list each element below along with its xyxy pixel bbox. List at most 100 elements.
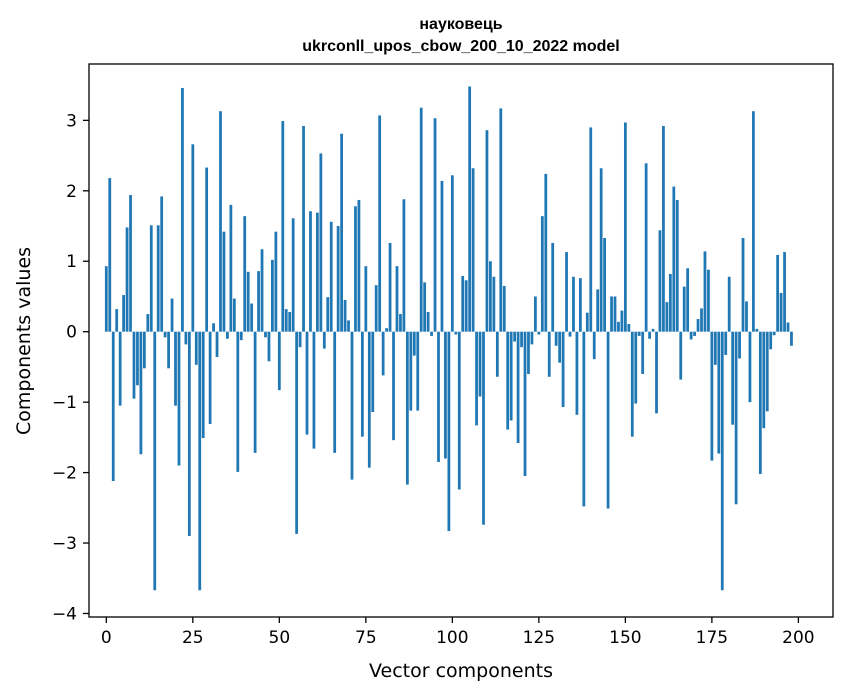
bar <box>748 331 752 403</box>
bar <box>447 331 451 532</box>
bar <box>302 125 305 332</box>
bar <box>689 331 693 340</box>
bar <box>634 331 638 404</box>
bar <box>575 331 579 415</box>
bar <box>319 153 323 332</box>
bar <box>727 276 731 332</box>
bar <box>367 331 371 468</box>
bar <box>312 331 316 449</box>
bar <box>381 331 385 376</box>
bar <box>495 331 499 377</box>
bar <box>329 221 333 332</box>
bar <box>648 331 651 339</box>
bar <box>405 331 409 485</box>
bar <box>402 199 406 332</box>
bar <box>630 331 634 437</box>
bar <box>340 133 343 332</box>
bar <box>700 308 703 332</box>
bar <box>579 278 582 332</box>
bar <box>554 331 558 346</box>
bar <box>655 331 658 414</box>
bar <box>385 328 388 332</box>
bar <box>149 225 153 332</box>
bar <box>277 331 281 391</box>
bar <box>668 273 672 332</box>
bar <box>686 268 690 332</box>
x-axis-ticks: 0 25 50 75 100 125 150 175 200 <box>101 617 815 648</box>
x-tick-label: 25 <box>182 628 204 648</box>
x-tick-label: 50 <box>269 628 291 648</box>
y-tick-label: 2 <box>66 182 77 202</box>
bar <box>482 331 485 525</box>
x-tick-label: 125 <box>523 628 555 648</box>
bar <box>720 331 724 591</box>
bar <box>395 266 399 332</box>
bar <box>502 285 506 332</box>
bar <box>516 331 520 443</box>
bar <box>350 331 354 480</box>
bar <box>665 302 669 332</box>
x-tick-label: 0 <box>101 628 112 648</box>
bar <box>333 331 337 453</box>
bar <box>129 195 132 332</box>
bar <box>118 331 122 406</box>
bar <box>371 331 375 412</box>
bar <box>257 271 260 332</box>
bar <box>357 199 361 332</box>
bar <box>260 249 264 332</box>
bar <box>125 227 129 332</box>
bar <box>426 311 430 332</box>
bar <box>291 218 295 332</box>
bar <box>606 331 610 509</box>
bar <box>440 180 444 332</box>
bar <box>170 298 174 332</box>
bar <box>762 331 766 429</box>
bar <box>745 301 748 332</box>
bar <box>322 331 326 349</box>
y-axis-ticks: −4 −3 −2 −1 0 1 2 3 <box>52 111 89 624</box>
bar <box>544 173 548 332</box>
bar <box>758 331 762 474</box>
bar <box>641 331 645 374</box>
bar <box>298 331 302 348</box>
bar <box>232 298 236 332</box>
bar <box>492 276 496 332</box>
bar <box>284 309 288 332</box>
bar <box>236 331 240 472</box>
bar <box>219 111 222 332</box>
bar <box>599 168 603 332</box>
bar <box>274 231 278 332</box>
bar <box>364 266 368 332</box>
y-axis-label: Components values <box>13 247 35 435</box>
bar <box>627 323 631 332</box>
bar <box>201 331 205 439</box>
bar <box>637 331 641 336</box>
bar <box>343 299 347 332</box>
bar <box>281 121 285 332</box>
bar <box>253 331 257 453</box>
x-tick-label: 75 <box>355 628 377 648</box>
bar <box>475 331 478 426</box>
bar <box>108 178 112 332</box>
bar <box>786 322 790 332</box>
bar <box>582 331 586 507</box>
y-tick-label: 3 <box>66 111 77 131</box>
bar <box>146 314 150 332</box>
bar <box>589 127 593 332</box>
bar <box>399 314 402 332</box>
y-tick-label: −3 <box>52 534 77 554</box>
bar <box>412 331 416 356</box>
bar <box>423 282 427 332</box>
bar <box>444 331 447 459</box>
bar <box>336 226 340 332</box>
bar <box>271 259 274 332</box>
bar <box>471 168 475 332</box>
bar <box>409 331 413 411</box>
bar <box>523 331 527 477</box>
bar <box>309 211 312 332</box>
bar <box>457 331 461 490</box>
bar <box>468 86 472 332</box>
bar <box>187 331 191 536</box>
bar <box>194 331 198 365</box>
bar <box>360 331 364 437</box>
